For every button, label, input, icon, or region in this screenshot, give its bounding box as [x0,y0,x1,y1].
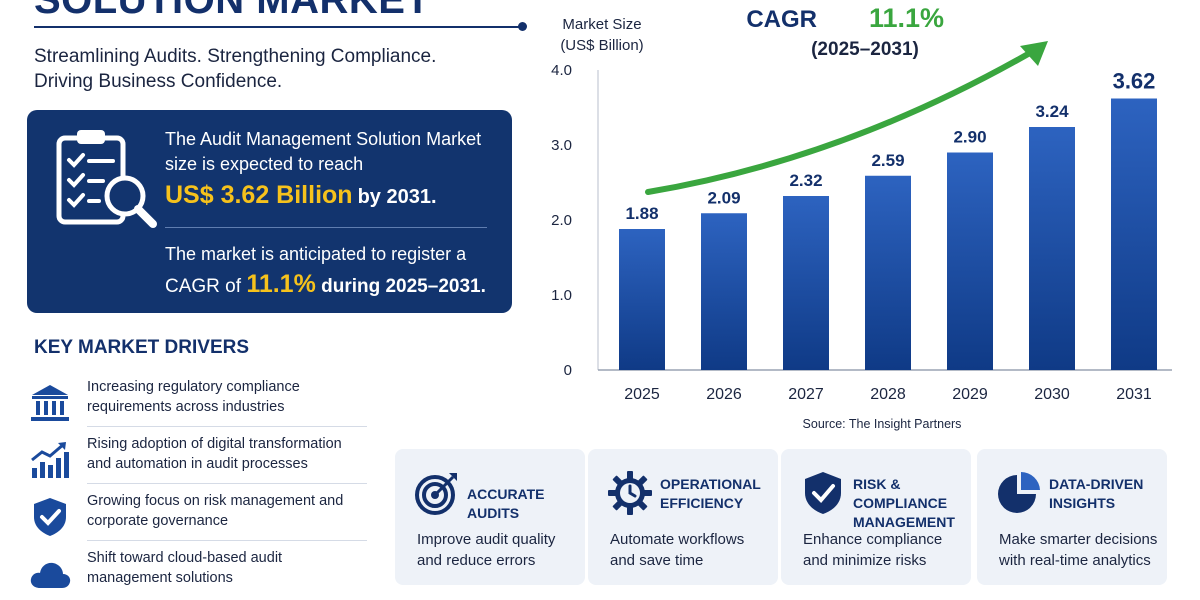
tagline-line-2: Driving Business Confidence. [34,71,283,92]
cagr-intro-text: The market is anticipated to register a [165,244,467,264]
card-description-line-1: Automate workflows [610,531,745,548]
title-divider-dot [518,22,527,31]
cagr-value: 11.1% [869,3,944,33]
y-axis-label-line-2: (US$ Billion) [560,37,643,54]
driver-text: Shift toward cloud-based audit managemen… [87,550,283,586]
audit-clipboard-icon [56,130,157,228]
card-title: ACCURATE AUDITS [467,486,545,521]
card-accurate-audits: ACCURATE AUDITS Improve audit quality an… [395,449,585,585]
cagr-period: (2025–2031) [811,39,919,60]
bar-2030 [1029,127,1075,370]
y-tick-label: 4.0 [551,62,572,79]
driver-divider [87,540,367,541]
y-tick-label: 2.0 [551,212,572,229]
title-divider [34,26,524,28]
data-label-2025: 1.88 [625,204,658,223]
market-value-line: US$ 3.62 Billion by 2031. [165,181,437,210]
x-tick-label: 2025 [624,386,660,403]
gear-icon [608,471,652,515]
cagr-line: CAGR of 11.1% during 2025–2031. [165,270,486,299]
bar-2027 [783,196,829,370]
card-title: DATA-DRIVEN INSIGHTS [1049,476,1144,511]
page-title: SOLUTION MARKET [34,0,431,22]
bar-2031 [1111,98,1157,370]
card-description: Improve audit quality and reduce errors [417,529,587,571]
cloud-icon [30,562,71,588]
data-label-2030: 3.24 [1035,102,1069,121]
x-tick-label: 2027 [788,386,824,403]
driver-text: Increasing regulatory compliance require… [87,379,300,415]
driver-item: Increasing regulatory compliance require… [28,377,368,434]
bar-2026 [701,213,747,370]
data-label-2029: 2.90 [953,128,986,147]
card-description-line-1: Improve audit quality [417,531,556,548]
card-description-line-2: with real-time analytics [999,552,1151,569]
card-description: Make smarter decisions with real-time an… [999,529,1169,571]
card-operational-efficiency: OPERATIONAL EFFICIENCY Automate workflow… [588,449,778,585]
x-tick-label: 2028 [870,386,906,403]
card-title: OPERATIONAL EFFICIENCY [660,476,761,511]
market-value-suffix: by 2031. [357,186,437,208]
driver-text: Growing focus on risk management and cor… [87,493,344,529]
data-label-2028: 2.59 [871,151,904,170]
driver-divider [87,426,367,427]
card-description-line-2: and save time [610,552,704,569]
market-size-bar-chart: Market Size (US$ Billion) CAGR 11.1% (20… [551,3,1172,431]
cagr-suffix: during 2025–2031. [321,276,486,297]
y-tick-label: 1.0 [551,287,572,304]
chart-source: Source: The Insight Partners [803,417,962,431]
driver-item: Shift toward cloud-based audit managemen… [28,548,368,600]
benefit-cards: ACCURATE AUDITS Improve audit quality an… [395,449,1195,589]
market-value: US$ 3.62 Billion [165,181,353,209]
drivers-title: KEY MARKET DRIVERS [34,337,250,358]
bank-icon [31,385,69,421]
card-description: Automate workflows and save time [610,529,780,571]
card-data-driven-insights: DATA-DRIVEN INSIGHTS Make smarter decisi… [977,449,1167,585]
market-size-text: The Audit Management Solution Market siz… [165,129,482,174]
shield-check-icon [805,472,841,514]
tagline: Streamlining Audits. Strengthening Compl… [34,44,436,94]
info-divider [165,227,487,228]
bar-2028 [865,175,911,370]
growth-chart-icon [31,442,69,478]
pie-chart-icon [998,471,1040,513]
x-tick-label: 2031 [1116,386,1152,403]
data-label-2026: 2.09 [707,188,740,207]
driver-divider [87,483,367,484]
data-label-2031: 3.62 [1113,69,1156,94]
driver-item: Growing focus on risk management and cor… [28,491,368,548]
market-summary-box: The Audit Management Solution Market siz… [27,110,512,313]
cagr-prefix: CAGR of [165,276,242,297]
tagline-line-1: Streamlining Audits. Strengthening Compl… [34,46,437,67]
card-description-line-2: and minimize risks [803,552,927,569]
card-description-line-1: Make smarter decisions [999,531,1158,548]
cagr-value: 11.1% [246,270,316,298]
y-tick-label: 0 [564,362,572,379]
bar-2029 [947,152,993,370]
card-description: Enhance compliance and minimize risks [803,529,973,571]
y-axis-label-line-1: Market Size [562,16,641,33]
card-description-line-1: Enhance compliance [803,531,943,548]
card-title: RISK & COMPLIANCE MANAGEMENT [853,476,955,530]
shield-check-icon [34,498,66,536]
x-tick-label: 2026 [706,386,742,403]
data-label-2027: 2.32 [789,171,822,190]
card-risk-compliance: RISK & COMPLIANCE MANAGEMENT Enhance com… [781,449,971,585]
driver-text: Rising adoption of digital transformatio… [87,436,342,472]
card-description-line-2: and reduce errors [417,552,536,569]
target-icon [415,473,457,515]
x-tick-label: 2029 [952,386,988,403]
trend-arrow-head [1020,41,1048,66]
cagr-label: CAGR [746,6,817,33]
bar-2025 [619,229,665,370]
y-tick-label: 3.0 [551,137,572,154]
cagr-trend-arrow [645,43,1045,195]
driver-item: Rising adoption of digital transformatio… [28,434,368,491]
x-tick-label: 2030 [1034,386,1070,403]
